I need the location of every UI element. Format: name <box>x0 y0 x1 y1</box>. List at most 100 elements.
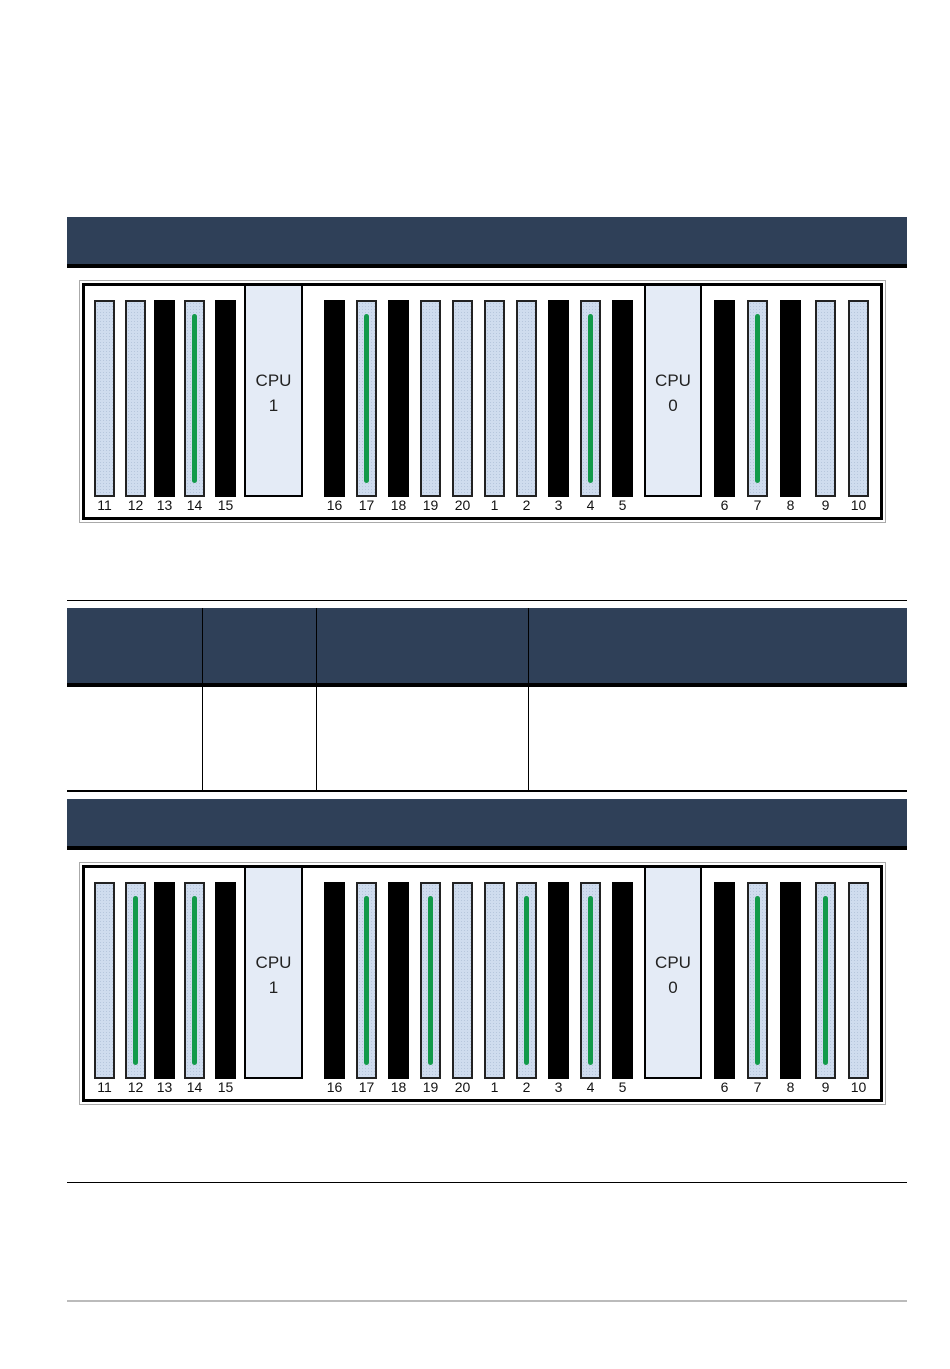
slot-label: 14 <box>186 497 203 513</box>
slot-label: 17 <box>358 497 375 513</box>
dimm-slot-13-blank <box>154 300 175 497</box>
section-header-bar <box>67 799 907 850</box>
cpu-number: 0 <box>668 396 678 415</box>
dimm-module <box>755 896 760 1065</box>
dimm-slot-4-populated <box>580 300 601 497</box>
slot-label: 9 <box>821 497 830 513</box>
slot-label: 15 <box>217 497 234 513</box>
dimm-slot-12-populated <box>125 882 146 1079</box>
dimm-slot-8-blank <box>780 882 801 1079</box>
dimm-slot-9-empty <box>815 300 836 497</box>
dimm-module <box>133 896 138 1065</box>
dimm-module <box>755 314 760 483</box>
column-divider <box>202 608 203 790</box>
dimm-slot-15-blank <box>215 882 236 1079</box>
dimm-slot-6-blank <box>714 882 735 1079</box>
table-bottom-rule <box>67 790 907 792</box>
cpu-label: CPU <box>655 371 691 390</box>
dimm-module <box>364 896 369 1065</box>
dimm-slot-10-empty <box>848 300 869 497</box>
dimm-slot-13-blank <box>154 882 175 1079</box>
cpu-1-socket: CPU 1 <box>244 286 303 497</box>
dimm-slot-20-empty <box>452 300 473 497</box>
dimm-slot-19-empty <box>420 300 441 497</box>
slot-label: 16 <box>326 497 343 513</box>
slot-label: 5 <box>618 1079 627 1095</box>
slot-label: 4 <box>586 1079 595 1095</box>
cpu-0-socket: CPU 0 <box>644 286 702 497</box>
slot-label: 19 <box>422 1079 439 1095</box>
slot-label: 19 <box>422 497 439 513</box>
dimm-slot-7-populated <box>747 300 768 497</box>
slot-label: 13 <box>156 1079 173 1095</box>
slot-label: 7 <box>753 1079 762 1095</box>
dimm-slot-10-empty <box>848 882 869 1079</box>
slot-label: 1 <box>490 1079 499 1095</box>
slot-label: 4 <box>586 497 595 513</box>
slot-label: 16 <box>326 1079 343 1095</box>
slot-label: 12 <box>127 497 144 513</box>
section-rule <box>67 1182 907 1183</box>
dimm-slot-9-populated <box>815 882 836 1079</box>
dimm-slot-16-blank <box>324 300 345 497</box>
slot-label: 10 <box>850 1079 867 1095</box>
dimm-slot-18-blank <box>388 300 409 497</box>
cpu-label: CPU <box>655 953 691 972</box>
slot-label: 20 <box>454 1079 471 1095</box>
dimm-slot-11-empty <box>94 300 115 497</box>
slot-label: 10 <box>850 497 867 513</box>
dimm-slot-16-blank <box>324 882 345 1079</box>
table-header-cell <box>203 608 316 687</box>
memory-slot-diagram: 11 12 13 14 15 16 17 18 19 20 1 2 3 4 5 6 7 8 9 10 CPU 1 CPU 0 <box>79 280 886 523</box>
slot-label: 3 <box>554 497 563 513</box>
column-divider <box>316 608 317 790</box>
slot-label: 11 <box>97 497 112 513</box>
slot-label: 3 <box>554 1079 563 1095</box>
slot-label: 14 <box>186 1079 203 1095</box>
dimm-module <box>823 896 828 1065</box>
dimm-module <box>364 314 369 483</box>
dimm-slot-17-populated <box>356 882 377 1079</box>
slot-label: 9 <box>821 1079 830 1095</box>
dimm-module <box>588 896 593 1065</box>
dimm-slot-5-blank <box>612 882 633 1079</box>
dimm-slot-8-blank <box>780 300 801 497</box>
dimm-slot-14-populated <box>184 882 205 1079</box>
dimm-slot-17-populated <box>356 300 377 497</box>
dimm-slot-19-populated <box>420 882 441 1079</box>
dimm-slot-12-empty <box>125 300 146 497</box>
slot-label: 8 <box>786 497 795 513</box>
dimm-slot-3-blank <box>548 300 569 497</box>
dimm-slot-1-empty <box>484 882 505 1079</box>
dimm-module <box>588 314 593 483</box>
footer-rule <box>67 1300 907 1302</box>
cpu-label: CPU <box>255 371 292 390</box>
dimm-module <box>192 896 197 1065</box>
dimm-slot-6-blank <box>714 300 735 497</box>
slot-label: 7 <box>753 497 762 513</box>
dimm-slot-3-blank <box>548 882 569 1079</box>
slot-label: 15 <box>217 1079 234 1095</box>
slot-label: 18 <box>390 497 407 513</box>
cpu-number: 1 <box>268 396 279 415</box>
dimm-slot-11-empty <box>94 882 115 1079</box>
cpu-0-socket: CPU 0 <box>644 868 702 1079</box>
dimm-slot-15-blank <box>215 300 236 497</box>
slot-label: 6 <box>720 497 729 513</box>
dimm-slot-18-blank <box>388 882 409 1079</box>
table-header-cell <box>529 608 907 687</box>
dimm-module <box>524 896 529 1065</box>
slot-label: 2 <box>522 497 531 513</box>
slot-label: 12 <box>127 1079 144 1095</box>
slot-label: 20 <box>454 497 471 513</box>
column-divider <box>528 608 529 790</box>
cpu-1-socket: CPU 1 <box>244 868 303 1079</box>
table-header-cell <box>67 608 202 687</box>
cpu-number: 0 <box>668 978 678 997</box>
table-header-cell <box>317 608 528 687</box>
dimm-module <box>192 314 197 483</box>
slot-label: 18 <box>390 1079 407 1095</box>
table-top-rule <box>67 600 907 601</box>
dimm-slot-5-blank <box>612 300 633 497</box>
